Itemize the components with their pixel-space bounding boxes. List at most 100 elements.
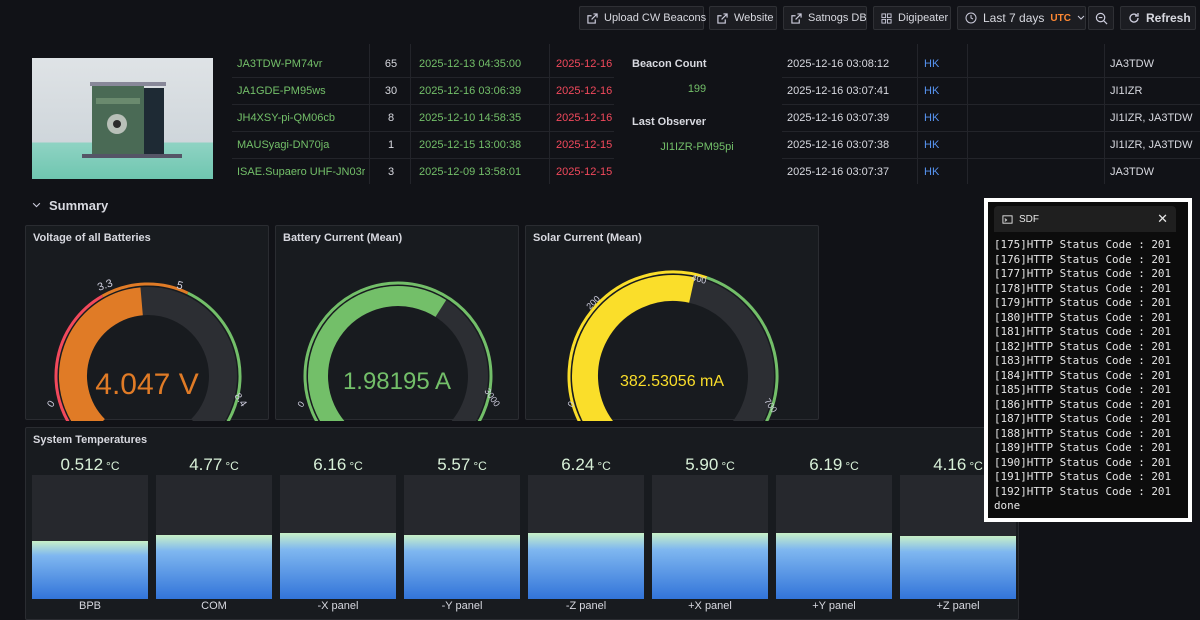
temperature-bar <box>776 475 892 599</box>
temperature-unit: °C <box>721 459 735 473</box>
last-seen: 2025-12-15 <box>556 139 613 151</box>
gauge-threshold: 3.3 <box>96 277 114 294</box>
panel-title: System Temperatures <box>33 434 148 446</box>
voltage-gauge: 4.047 V 0 8.4 3.3 5 <box>45 277 249 421</box>
temperature-value: 6.24 °C <box>528 455 644 475</box>
packet-observers: JA3TDW <box>1110 58 1154 70</box>
temperature-label: COM <box>201 600 227 612</box>
refresh-label: Refresh <box>1146 11 1191 25</box>
solar-current-gauge-panel[interactable]: Solar Current (Mean) 382.53056 mA 0 700 … <box>525 225 819 421</box>
packet-observers: JI1IZR, JA3TDW <box>1110 112 1193 124</box>
temperature-bar <box>652 475 768 599</box>
packet-type[interactable]: HK <box>924 85 940 97</box>
summary-row-toggle[interactable]: Summary <box>32 198 108 213</box>
temperature-bar <box>404 475 520 599</box>
gauge-track <box>54 282 242 421</box>
observer-count: 65 <box>384 58 398 70</box>
close-icon[interactable]: ✕ <box>1157 211 1168 226</box>
temperature-bar <box>32 475 148 599</box>
temperature-bar-fill <box>528 533 644 599</box>
temperature-bar-fill <box>900 535 1016 599</box>
temperature-unit: °C <box>225 459 239 473</box>
refresh-button[interactable]: Refresh <box>1120 6 1196 30</box>
terminal-icon <box>1002 214 1013 224</box>
first-seen: 2025-12-15 13:00:38 <box>419 139 522 151</box>
gauge-value: 4.047 V <box>95 368 198 401</box>
zoom-out-icon <box>1095 12 1107 24</box>
temperature-value: 4.16 °C <box>900 455 1016 475</box>
time-range-picker[interactable]: Last 7 days UTC <box>957 6 1086 30</box>
observer-name: MAUSyagi-DN70ja <box>237 139 330 151</box>
packet-time: 2025-12-16 03:07:37 <box>787 166 890 178</box>
satnogs-label: Satnogs DB <box>808 12 867 24</box>
observer-name: JH4XSY-pi-QM06cb <box>237 112 336 124</box>
gauge-fill <box>59 287 144 421</box>
terminal-line: [186]HTTP Status Code : 201 <box>994 397 1172 411</box>
terminal-line: [181]HTTP Status Code : 201 <box>994 325 1172 338</box>
packet-time: 2025-12-16 03:08:12 <box>787 58 890 70</box>
dashboard-grid-icon <box>881 12 892 24</box>
terminal-window[interactable]: SDF ✕ [175]HTTP Status Code : 201 [176]HT… <box>984 198 1192 522</box>
upload-cw-beacons-button[interactable]: Upload CW Beacons <box>579 6 707 30</box>
satnogs-db-button[interactable]: Satnogs DB <box>783 6 867 30</box>
packet-observers: JA3TDW <box>1110 166 1154 178</box>
temperature-label: +Z panel <box>936 600 980 612</box>
time-range-label: Last 7 days <box>983 11 1045 25</box>
timezone-label: UTC <box>1050 12 1071 24</box>
packet-type[interactable]: HK <box>924 166 940 178</box>
packet-time: 2025-12-16 03:07:38 <box>787 139 890 151</box>
gauge-min: 0 <box>295 399 306 409</box>
temperature-label: +Y panel <box>812 600 856 612</box>
temperature-number: 4.16 <box>933 455 967 474</box>
gauge-threshold-band <box>706 276 779 421</box>
gauge-threshold-band <box>303 281 493 421</box>
digipeater-button[interactable]: Digipeater <box>873 6 951 30</box>
temperature-bar-fill <box>32 540 148 599</box>
first-seen: 2025-12-16 03:06:39 <box>419 85 522 97</box>
gauge-threshold: 5 <box>175 279 184 292</box>
first-seen: 2025-12-10 14:58:35 <box>419 112 522 124</box>
last-observer-value: JI1IZR-PM95pi <box>660 141 734 153</box>
temperature-value: 5.90 °C <box>652 455 768 475</box>
temperature-label: +X panel <box>688 600 732 612</box>
terminal-line: [177]HTTP Status Code : 201 <box>994 267 1172 280</box>
temperature-unit: °C <box>969 459 983 473</box>
observer-count: 30 <box>384 85 398 97</box>
temperature-bar-fill <box>776 533 892 599</box>
terminal-output: [175]HTTP Status Code : 201 [176]HTTP Sta… <box>994 238 1171 514</box>
temperature-number: 5.57 <box>437 455 471 474</box>
temperature-value: 6.16 °C <box>280 455 396 475</box>
terminal-tab[interactable]: SDF ✕ <box>994 206 1176 232</box>
temperature-label: -Z panel <box>565 600 607 612</box>
terminal-line: [188]HTTP Status Code : 201 <box>994 426 1172 440</box>
gauge-track <box>303 281 493 421</box>
terminal-line: done <box>994 499 1021 512</box>
temperature-value: 6.19 °C <box>776 455 892 475</box>
packet-type[interactable]: HK <box>924 112 940 124</box>
voltage-gauge-panel[interactable]: Voltage of all Batteries 4.047 V 0 8.4 3… <box>25 225 269 421</box>
website-button[interactable]: Website <box>709 6 777 30</box>
packet-time: 2025-12-16 03:07:41 <box>787 85 890 97</box>
battery-current-gauge-panel[interactable]: Battery Current (Mean) 1.98195 A 0 3000 <box>275 225 519 421</box>
zoom-out-button[interactable] <box>1088 6 1114 30</box>
gauge-min: 0 <box>565 399 576 409</box>
terminal-line: [187]HTTP Status Code : 201 <box>994 412 1172 425</box>
external-link-icon <box>717 12 728 24</box>
observer-count: 8 <box>387 112 395 124</box>
packet-type[interactable]: HK <box>924 139 940 151</box>
observer-name: ISAE.Supaero UHF-JN03r <box>237 166 365 178</box>
upload-label: Upload CW Beacons <box>604 12 707 24</box>
chevron-down-icon <box>1077 15 1085 20</box>
terminal-line: [182]HTTP Status Code : 201 <box>994 339 1172 353</box>
gauge-threshold-band <box>54 294 104 421</box>
panel-title: Solar Current (Mean) <box>533 232 642 244</box>
packet-type[interactable]: HK <box>924 58 940 70</box>
temperature-number: 0.512 <box>60 455 104 474</box>
temperature-number: 6.16 <box>313 455 347 474</box>
digipeater-label: Digipeater <box>898 12 949 24</box>
temperature-unit: °C <box>473 459 487 473</box>
first-seen: 2025-12-09 13:58:01 <box>419 166 522 178</box>
terminal-line: [185]HTTP Status Code : 201 <box>994 383 1172 396</box>
gauge-threshold-band <box>187 291 242 421</box>
